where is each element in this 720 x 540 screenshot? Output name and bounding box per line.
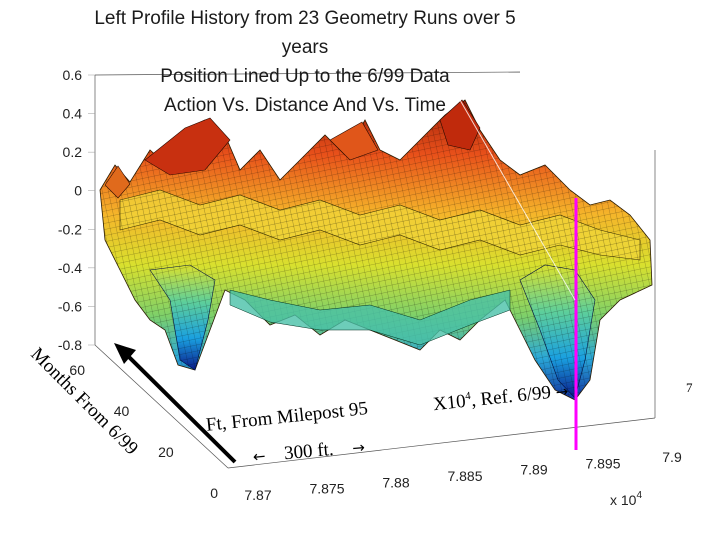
z-tick-label: 0.2: [63, 144, 83, 160]
x-tick-label: 7.885: [447, 468, 482, 484]
surface-mesh: [99, 99, 653, 401]
right-arrow-icon: →: [351, 438, 366, 458]
title-line-2: years: [281, 37, 329, 58]
z-gridlines: [88, 74, 95, 346]
right-arrow-icon: →: [554, 382, 570, 402]
x-tick-label: 7.87: [244, 487, 271, 503]
left-arrow-icon: ←: [252, 446, 267, 466]
y-tick-label: 0: [210, 485, 218, 501]
x-tick-label: 7.9: [662, 449, 682, 465]
x-tick-label: 7.895: [585, 455, 620, 471]
axes-box: [88, 71, 656, 469]
y-tick-labels: 0 20 40 60: [69, 362, 218, 501]
z-tick-label: -0.8: [58, 337, 82, 353]
z-tick-label: -0.2: [58, 221, 82, 237]
y-tick-label: 60: [69, 362, 85, 378]
z-tick-label: 0.4: [63, 106, 83, 122]
x-multiplier-label: x 104: [610, 490, 642, 508]
z-tick-label: -0.6: [58, 298, 82, 314]
x-tick-labels: 7.87 7.875 7.88 7.885 7.89 7.895 7.9: [244, 449, 682, 503]
z-tick-labels: 0.6 0.4 0.2 0 -0.2 -0.4 -0.6 -0.8: [58, 67, 82, 353]
z-tick-label: -0.4: [58, 260, 82, 276]
z-tick-label: 0: [74, 183, 82, 199]
title-line-3: Position Lined Up to the 6/99 Data: [160, 66, 450, 87]
y-axis-line: [94, 344, 229, 469]
back-top-edge: [94, 71, 521, 76]
scale-bar-text: 300 ft.: [283, 438, 335, 465]
y-tick-label: 40: [114, 403, 130, 419]
x-tick-label: 7.875: [309, 481, 344, 497]
title-line-4: Action Vs. Distance And Vs. Time: [164, 95, 446, 116]
x10-prefix: X10: [432, 390, 467, 416]
z-tick-label: 0.6: [63, 67, 83, 83]
title-line-1: Left Profile History from 23 Geometry Ru…: [94, 8, 516, 29]
highlight-line: [459, 99, 576, 301]
y-tick-label: 20: [158, 444, 174, 460]
months-direction-arrow: [114, 343, 237, 464]
x-tick-label: 7.89: [520, 462, 547, 478]
stray-digit: 7: [686, 380, 693, 395]
x-axis-line: [227, 417, 656, 469]
x-tick-label: 7.88: [382, 474, 409, 490]
